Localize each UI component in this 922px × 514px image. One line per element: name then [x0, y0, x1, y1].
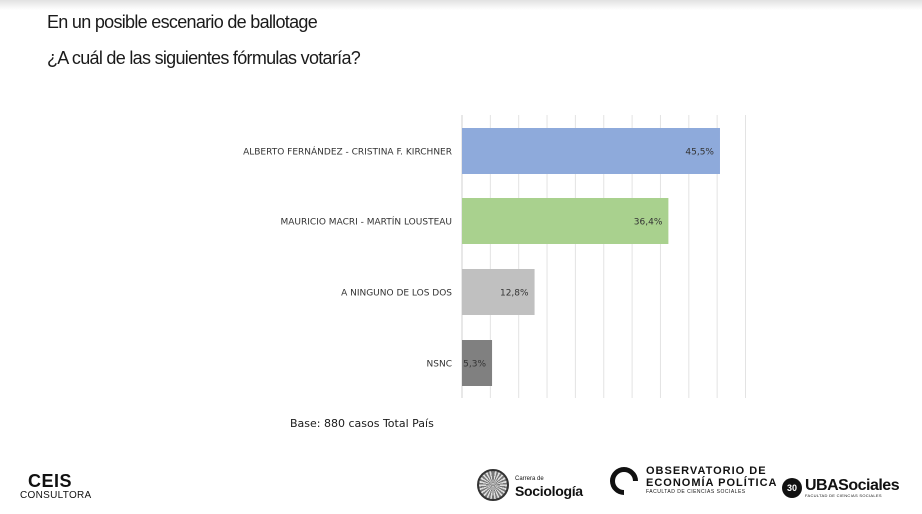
bar	[462, 269, 535, 315]
sociologia-logo-big: Sociología	[515, 483, 583, 499]
data-label: 36,4%	[634, 218, 663, 228]
category-label: NSNC	[427, 360, 452, 370]
category-label: MAURICIO MACRI - MARTÍN LOUSTEAU	[281, 216, 453, 228]
bar	[462, 198, 669, 244]
data-label: 5,3%	[463, 360, 486, 370]
observatorio-line-3: FACULTAD DE CIENCIAS SOCIALES	[646, 489, 746, 495]
observatorio-line-2: ECONOMÍA POLÍTICA	[646, 477, 778, 489]
uba-sociales-logo: 30 UBASociales FACULTAD DE CIENCIAS SOCI…	[782, 476, 900, 498]
data-label: 12,8%	[500, 289, 529, 299]
observatorio-line-1: OBSERVATORIO DE	[646, 465, 767, 477]
chart-title-line-2: ¿A cuál de las siguientes fórmulas votar…	[47, 48, 361, 68]
top-shadow-bar	[0, 0, 922, 10]
bar	[462, 128, 720, 174]
uba-seal-icon	[477, 469, 509, 501]
sociologia-logo-small: Carrera de	[515, 476, 544, 482]
data-label: 45,5%	[685, 148, 714, 158]
uba-sociales-main: UBASociales	[805, 476, 900, 494]
observatorio-ring-icon	[604, 460, 644, 501]
ceis-logo-sub: CONSULTORA	[20, 490, 92, 501]
observatorio-logo: OBSERVATORIO DE ECONOMÍA POLÍTICA FACULT…	[604, 460, 778, 501]
bar	[462, 340, 493, 386]
ceis-logo: CEIS CONSULTORA	[20, 471, 92, 502]
uba-sociales-sub: FACULTAD DE CIENCIAS SOCIALES	[805, 492, 882, 498]
base-footnote: Base: 880 casos Total País	[290, 417, 434, 430]
chart-title-line-1: En un posible escenario de ballotage	[47, 12, 318, 32]
sociologia-logo: Carrera de Sociología	[477, 469, 583, 501]
category-label: ALBERTO FERNÁNDEZ - CRISTINA F. KIRCHNER	[243, 146, 452, 158]
ceis-logo-main: CEIS	[27, 471, 72, 491]
category-label: A NINGUNO DE LOS DOS	[341, 289, 452, 299]
uba-30-badge: 30	[782, 478, 802, 498]
